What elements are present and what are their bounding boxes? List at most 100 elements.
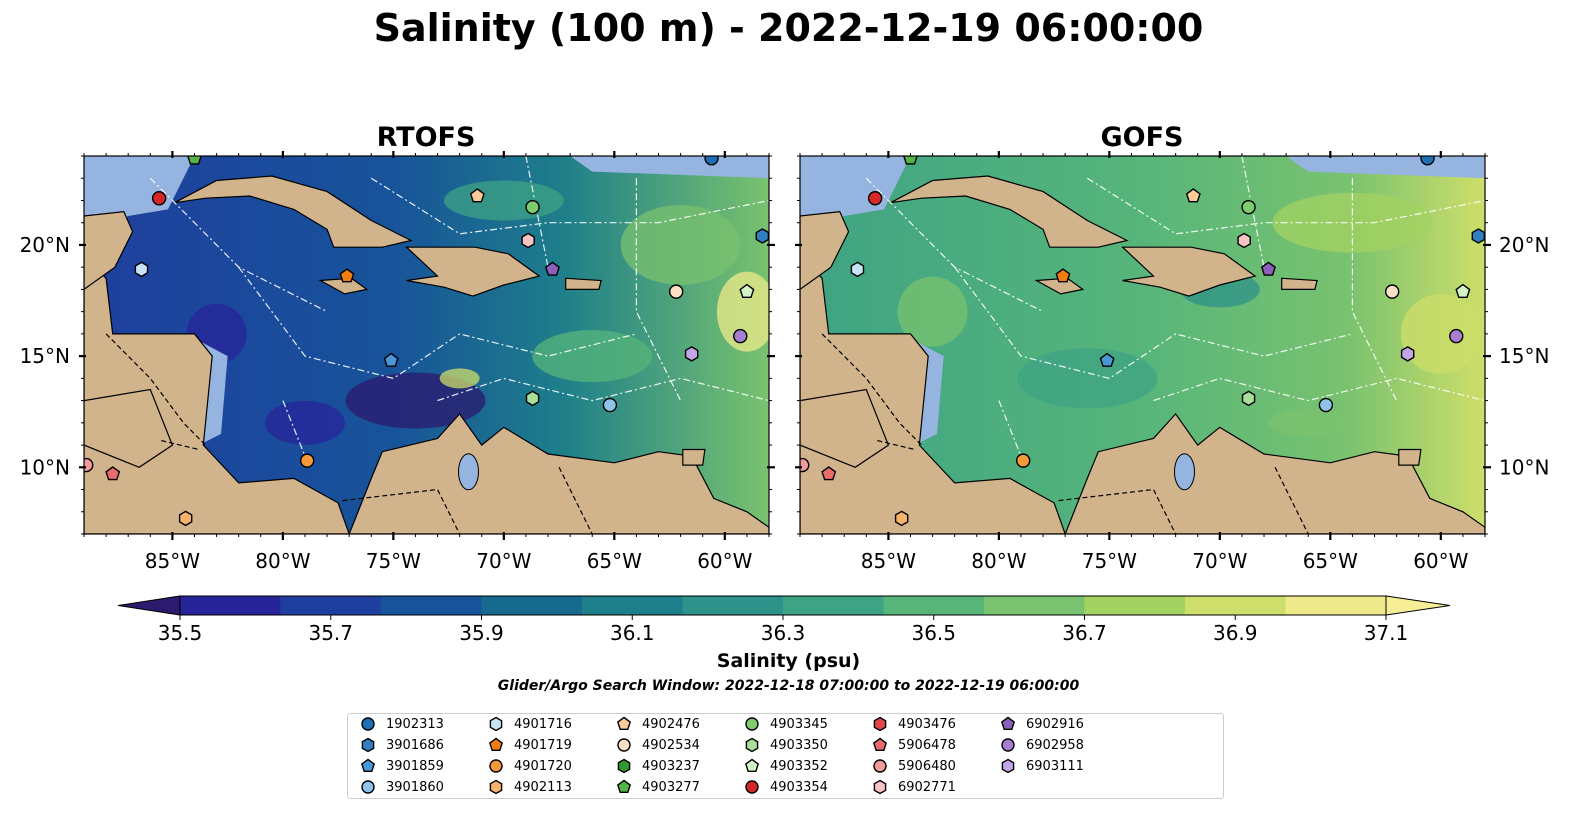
legend-item: 4903354: [744, 778, 828, 796]
legend-item: 6903111: [1000, 757, 1084, 775]
country-border: [877, 440, 916, 451]
lon-tick-label: 85°W: [145, 549, 200, 573]
lat-tick-label: 15°N: [20, 344, 70, 368]
colorbar-bin: [883, 596, 985, 615]
circle-marker-icon: [489, 759, 503, 773]
float-marker: [151, 191, 167, 206]
lon-tick-label: 75°W: [366, 549, 421, 573]
legend-swatch: [489, 716, 503, 732]
legend-label: 4903277: [642, 779, 700, 795]
legend-swatch: [360, 758, 376, 773]
shelf-area: [1286, 156, 1485, 179]
south-america-land: [1064, 412, 1485, 534]
float-marker: [299, 453, 315, 468]
float-marker: [1099, 352, 1115, 367]
lon-tick-label: 85°W: [861, 549, 916, 573]
legend-item: 4903352: [744, 757, 828, 775]
salinity-patch: [716, 271, 769, 352]
jamaica-land: [318, 277, 369, 295]
float-marker: [339, 268, 355, 283]
legend-label: 3901860: [386, 779, 444, 795]
colorbar-bin: [481, 596, 583, 615]
float-marker: [668, 284, 684, 299]
circle-marker-icon: [745, 780, 759, 794]
legend-label: 4901719: [514, 737, 572, 753]
rtofs-panel-title: RTOFS: [377, 122, 476, 153]
eez-boundary: [1153, 377, 1485, 402]
salinity-patch: [1017, 348, 1158, 409]
legend-label: 4902534: [642, 737, 700, 753]
float-marker: [1241, 390, 1256, 407]
legend-label: 4901716: [514, 716, 572, 732]
colorbar-tick-label: 36.3: [761, 621, 806, 645]
float-marker: [1260, 261, 1276, 276]
float-marker: [704, 156, 719, 166]
pentagon-marker-icon: [616, 716, 632, 731]
colorbar-bin: [582, 596, 683, 615]
legend-label: 4903350: [770, 737, 828, 753]
float-marker: [544, 261, 560, 276]
legend-item: 4903277: [616, 778, 700, 796]
legend-item: 4902476: [616, 715, 700, 733]
eez-boundary: [437, 377, 769, 402]
legend-label: 4903345: [770, 716, 828, 732]
hexagon-marker-icon: [361, 737, 375, 753]
florida-land: [957, 156, 998, 157]
legend-swatch: [616, 716, 632, 731]
country-border: [105, 333, 206, 446]
legend-label: 4903237: [642, 758, 700, 774]
lon-tick-label: 60°W: [1413, 549, 1468, 573]
legend-swatch: [616, 779, 632, 794]
colorbar-bin: [682, 596, 784, 615]
float-marker: [525, 390, 540, 407]
figure-title: Salinity (100 m) - 2022-12-19 06:00:00: [373, 6, 1204, 50]
trinidad-land: [1398, 448, 1422, 466]
colorbar-tick-label: 35.5: [158, 621, 203, 645]
hexagon-marker-icon: [617, 758, 631, 774]
legend-swatch: [873, 759, 887, 773]
eez-boundary: [1086, 177, 1485, 235]
rtofs-map-layers: [84, 156, 769, 534]
legend-label: 4903476: [898, 716, 956, 732]
legend-item: 5906478: [872, 736, 956, 754]
trinidad-land: [682, 448, 706, 466]
hexagon-marker-icon: [745, 737, 759, 753]
legend-item: 6902771: [872, 778, 956, 796]
pentagon-marker-icon: [744, 758, 760, 773]
legend-swatch: [361, 780, 375, 794]
colorbar-tick-label: 36.7: [1062, 621, 1107, 645]
float-marker: [755, 228, 769, 244]
legend-label: 4902476: [642, 716, 700, 732]
float-marker: [1400, 346, 1415, 362]
legend-item: 3901686: [360, 736, 444, 754]
south-america-land: [348, 412, 769, 534]
float-marker: [739, 283, 755, 298]
float-marker: [867, 191, 883, 206]
legend-swatch: [873, 779, 887, 795]
lat-tick-label: 20°N: [20, 233, 70, 257]
cuba-land: [174, 175, 413, 248]
pentagon-marker-icon: [872, 737, 888, 752]
float-marker: [84, 457, 94, 473]
salinity-patch: [264, 400, 345, 445]
lat-tick-label: 20°N: [1499, 233, 1549, 257]
legend-swatch: [617, 758, 631, 774]
float-marker: [903, 156, 918, 165]
legend-swatch: [361, 717, 375, 731]
float-marker: [1237, 232, 1251, 249]
legend-swatch: [361, 737, 375, 753]
legend-swatch: [744, 758, 760, 773]
colorbar-tick-label: 36.5: [911, 621, 956, 645]
yucatan-land: [800, 210, 850, 291]
country-border: [821, 333, 922, 446]
legend-label: 4901720: [514, 758, 572, 774]
colorbar-tick-label: 36.9: [1213, 621, 1258, 645]
colorbar-tick-label: 35.9: [459, 621, 504, 645]
legend-item: 6902916: [1000, 715, 1084, 733]
colorbar-tick-label: 37.1: [1364, 621, 1409, 645]
salinity-patch: [532, 330, 653, 383]
legend-label: 6903111: [1026, 758, 1084, 774]
salinity-patch: [439, 368, 480, 389]
float-marker: [1449, 328, 1464, 344]
country-border: [1274, 467, 1309, 534]
